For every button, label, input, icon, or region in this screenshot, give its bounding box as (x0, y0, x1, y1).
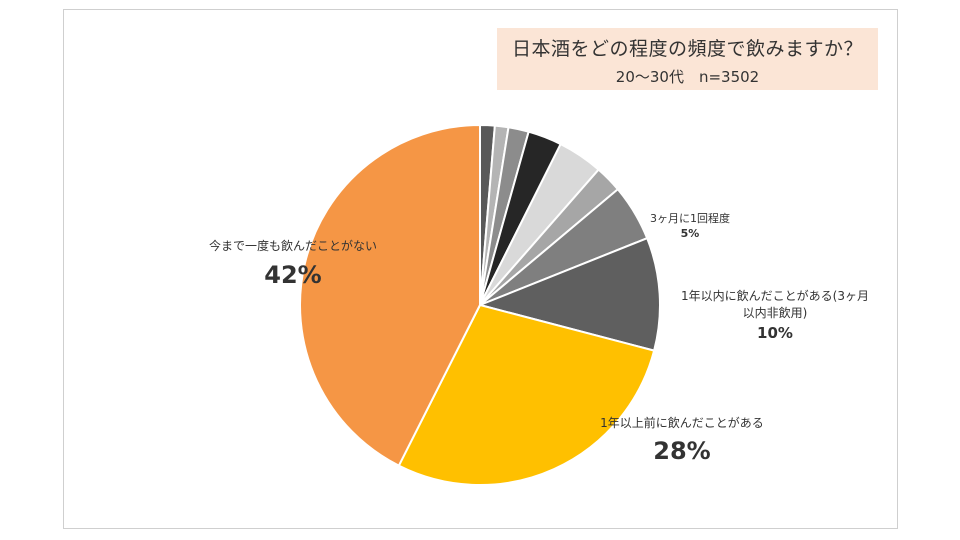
slice-percent-label: 10% (757, 324, 793, 342)
slice-percent-label: 42% (264, 261, 322, 289)
slice-label-within-year: 1年以内に飲んだことがある(3ヶ月 以内非飲用) 10% (670, 288, 880, 342)
slice-percent-label: 28% (653, 437, 711, 465)
slice-label-text-line2: 以内非飲用) (742, 306, 808, 320)
pie-slice-8 (397, 303, 656, 486)
chart-title: 日本酒をどの程度の頻度で飲みますか？ (511, 38, 863, 60)
slice-label-text: 1年以上前に飲んだことがある (600, 416, 764, 430)
chart-subtitle: 20〜30代 n=3502 (615, 68, 760, 86)
slice-label-never: 今まで一度も飲んだことがない 42% (183, 238, 403, 289)
slice-percent-label: 5% (680, 227, 700, 240)
pie-slice-9 (299, 123, 481, 467)
slice-label-text: 3ヶ月に1回程度 (650, 212, 730, 225)
slice-label-text-line1: 1年以内に飲んだことがある(3ヶ月 (681, 289, 869, 303)
pie-slice-7 (476, 236, 661, 352)
slice-label-3months: 3ヶ月に1回程度 5% (628, 210, 752, 240)
slice-label-text: 今まで一度も飲んだことがない (208, 239, 377, 253)
slice-label-over-year: 1年以上前に飲んだことがある 28% (577, 415, 787, 465)
chart-title-box: 日本酒をどの程度の頻度で飲みますか？ 20〜30代 n=3502 (497, 28, 878, 90)
